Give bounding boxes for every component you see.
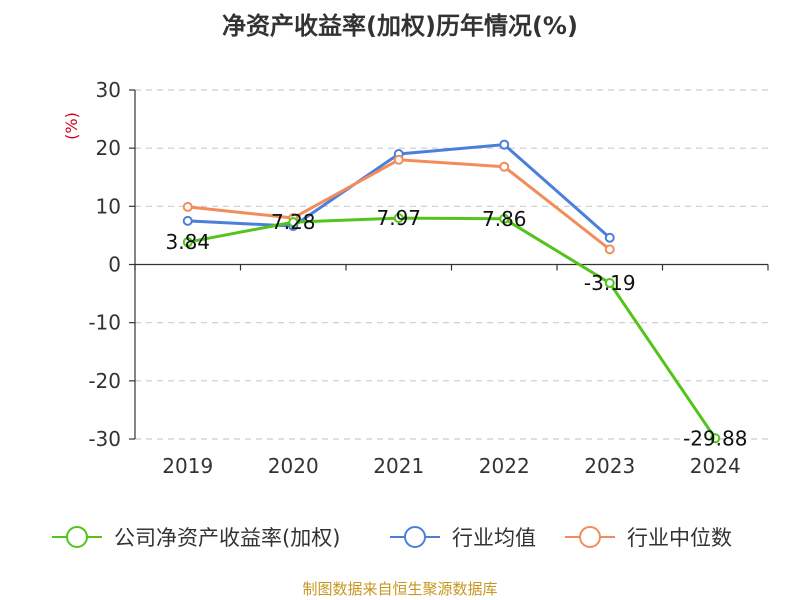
data-point [393, 154, 404, 165]
chart-title: 净资产收益率(加权)历年情况(%) [222, 12, 578, 40]
legend-item: 行业均值 [390, 526, 536, 550]
legend-label: 公司净资产收益率(加权) [114, 526, 340, 550]
data-label: 3.84 [165, 230, 210, 254]
data-point [710, 433, 721, 444]
data-label: -3.19 [584, 271, 636, 295]
data-label: 7.86 [482, 207, 527, 231]
x-tick-label: 2023 [584, 454, 635, 478]
data-point [604, 232, 615, 243]
x-tick-label: 2022 [479, 454, 530, 478]
axes [129, 89, 769, 440]
data-point [499, 139, 510, 150]
y-tick-label: -10 [88, 311, 121, 335]
y-tick-label: 10 [96, 194, 121, 218]
data-point [182, 201, 193, 212]
y-tick-label: -30 [88, 427, 121, 451]
x-tick-label: 2024 [690, 454, 741, 478]
source-footer: 制图数据来自恒生聚源数据库 [302, 580, 498, 598]
y-tick-label: 30 [96, 78, 121, 102]
data-point [604, 244, 615, 255]
data-label: -29.88 [683, 426, 747, 450]
y-tick-label: -20 [88, 369, 121, 393]
legend: 公司净资产收益率(加权) 行业均值 行业中位数 [52, 526, 732, 550]
legend-marker [66, 526, 88, 548]
y-tick-label: 0 [108, 253, 121, 277]
legend-label: 行业中位数 [627, 526, 732, 550]
y-tick-label: 20 [96, 136, 121, 160]
data-labels: 3.84 7.28 7.97 7.86 -3.19 -29.88 [165, 206, 747, 450]
data-point [499, 161, 510, 172]
data-label: 7.97 [376, 206, 421, 230]
series-line [187, 158, 611, 251]
x-tick-label: 2020 [268, 454, 319, 478]
data-point [182, 237, 193, 248]
data-point [604, 278, 615, 289]
series-lines [182, 139, 721, 444]
legend-item: 行业中位数 [565, 526, 732, 550]
data-point [182, 215, 193, 226]
series-line [187, 216, 717, 440]
x-tick-labels: 2019 2020 2021 2022 2023 2024 [162, 454, 740, 478]
data-point [499, 213, 510, 224]
x-tick-label: 2019 [162, 454, 213, 478]
y-tick-labels: 30 20 10 0 -10 -20 -30 [88, 78, 121, 451]
data-point [393, 213, 404, 224]
legend-label: 行业均值 [452, 526, 536, 550]
y-axis-label: (%) [62, 112, 81, 140]
x-tick-label: 2021 [373, 454, 424, 478]
legend-marker [404, 526, 426, 548]
legend-item: 公司净资产收益率(加权) [52, 526, 340, 550]
legend-marker [579, 526, 601, 548]
data-label: 7.28 [271, 210, 316, 234]
data-point [288, 217, 299, 228]
